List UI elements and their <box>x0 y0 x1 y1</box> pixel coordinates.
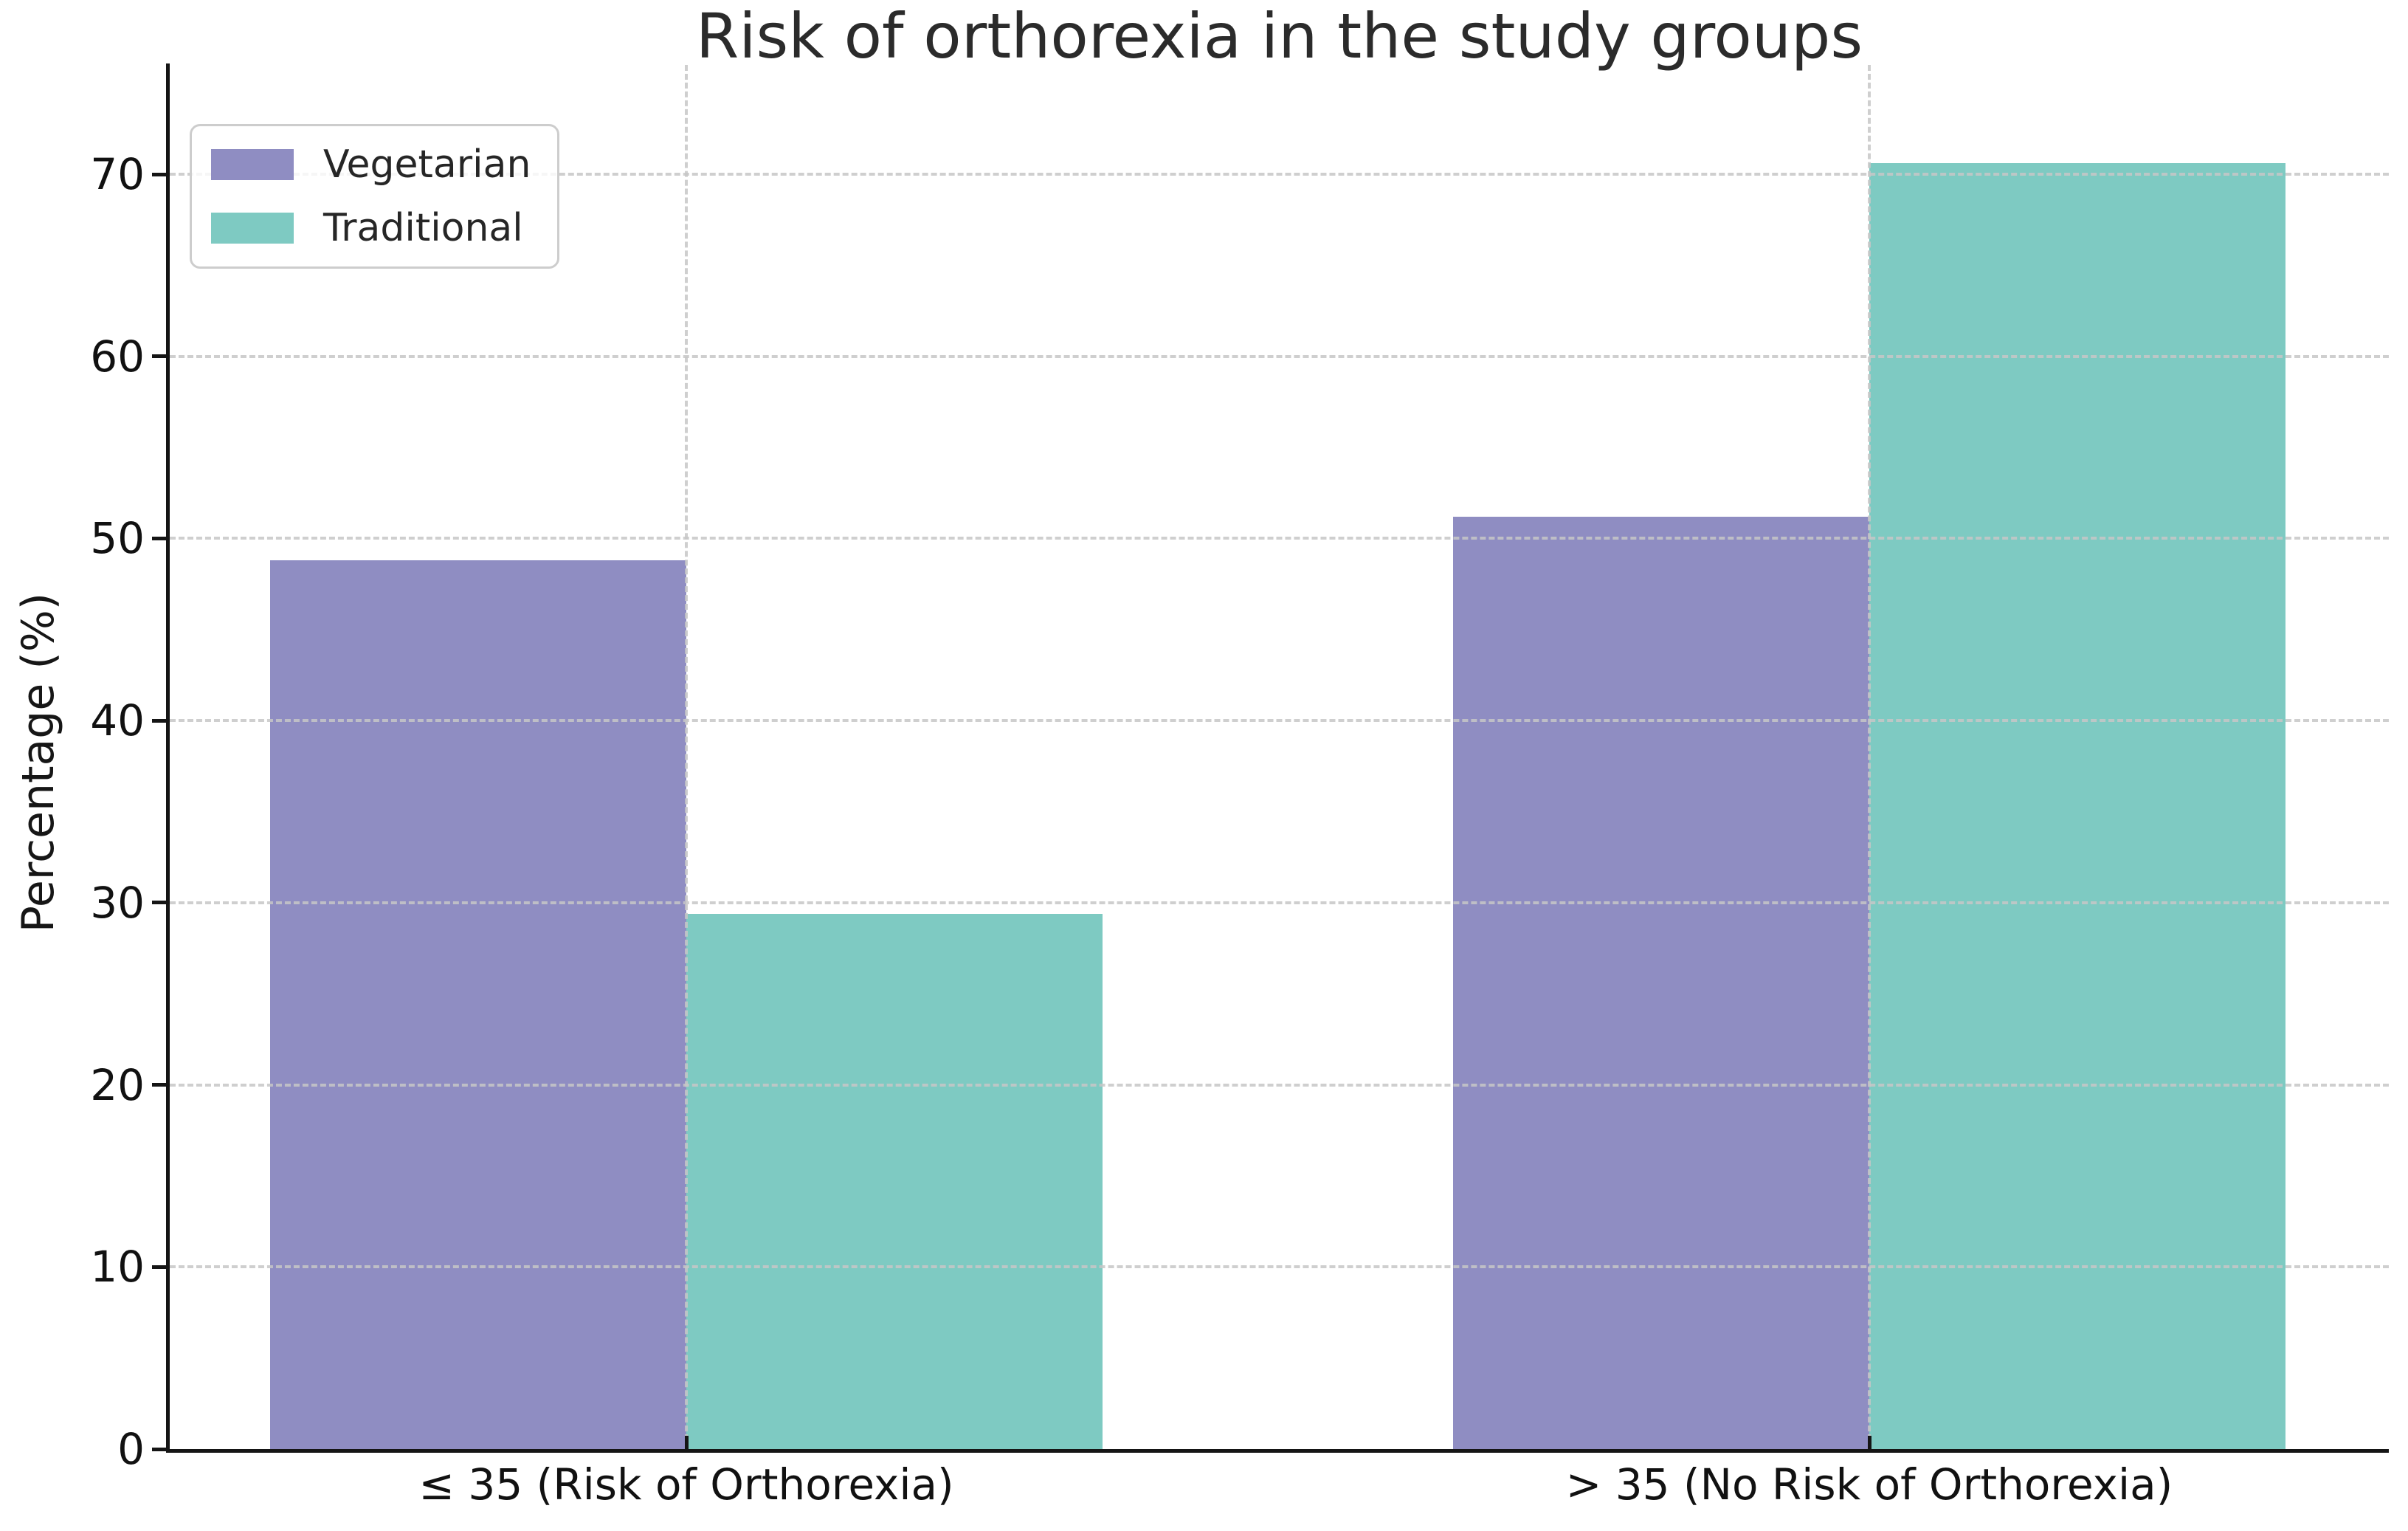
y-tick-mark-40 <box>152 718 170 723</box>
y-tick-mark-50 <box>152 536 170 540</box>
y-axis-spine <box>166 63 170 1453</box>
y-tick-label-20: 20 <box>90 1059 145 1110</box>
gridline-y-40 <box>170 719 2389 723</box>
x-tick-label-1: > 35 (No Risk of Orthorexia) <box>1565 1459 2173 1510</box>
y-tick-mark-10 <box>152 1265 170 1269</box>
y-tick-label-40: 40 <box>90 695 145 746</box>
x-axis-spine <box>166 1449 2389 1453</box>
gridline-y-70 <box>170 173 2389 176</box>
x-tick-label-0: ≤ 35 (Risk of Orthorexia) <box>418 1459 954 1510</box>
gridline-y-20 <box>170 1083 2389 1087</box>
legend-item-vegetarian: Vegetarian <box>211 145 531 184</box>
bar-vegetarian-0 <box>270 560 686 1449</box>
gridline-x-0 <box>685 65 688 1449</box>
y-tick-label-0: 0 <box>117 1424 145 1474</box>
y-tick-label-10: 10 <box>90 1242 145 1293</box>
y-tick-mark-60 <box>152 354 170 359</box>
y-tick-mark-30 <box>152 901 170 905</box>
gridline-y-50 <box>170 537 2389 540</box>
bar-traditional-0 <box>686 913 1103 1449</box>
gridline-y-10 <box>170 1265 2389 1269</box>
legend-swatch-traditional <box>211 213 294 244</box>
y-tick-mark-70 <box>152 172 170 176</box>
legend-swatch-vegetarian <box>211 149 294 180</box>
gridline-x-1 <box>1868 65 1871 1449</box>
gridline-y-60 <box>170 354 2389 358</box>
chart-title: Risk of orthorexia in the study groups <box>695 0 1863 72</box>
bar-vegetarian-1 <box>1453 516 1869 1449</box>
y-tick-label-70: 70 <box>90 149 145 199</box>
gridline-y-30 <box>170 901 2389 904</box>
x-tick-mark-1 <box>1867 1436 1871 1449</box>
legend-label-traditional: Traditional <box>323 206 523 250</box>
y-tick-mark-0 <box>152 1447 170 1451</box>
x-tick-mark-0 <box>684 1436 689 1449</box>
bar-traditional-1 <box>1869 163 2285 1449</box>
y-tick-mark-20 <box>152 1083 170 1087</box>
y-tick-label-30: 30 <box>90 877 145 928</box>
plot-area <box>170 65 2389 1449</box>
y-tick-label-60: 60 <box>90 331 145 382</box>
legend-label-vegetarian: Vegetarian <box>323 142 531 187</box>
legend: Vegetarian Traditional <box>190 124 560 269</box>
legend-item-traditional: Traditional <box>211 209 531 247</box>
y-tick-label-50: 50 <box>90 513 145 564</box>
